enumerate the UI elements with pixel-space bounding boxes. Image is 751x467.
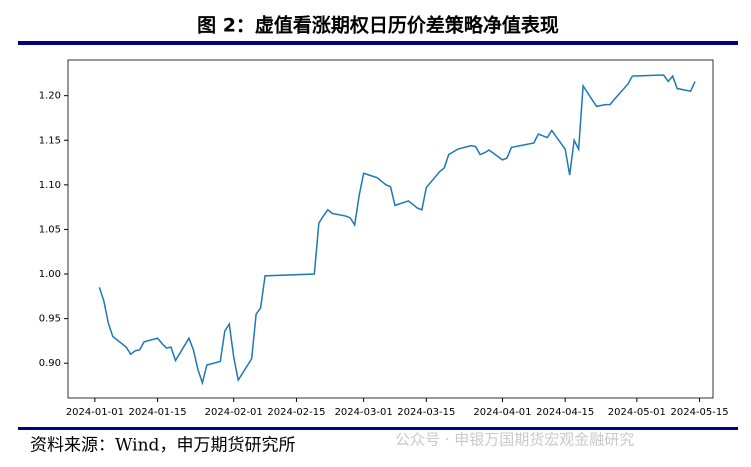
chart-title: 图 2：虚值看涨期权日历价差策略净值表现: [197, 14, 559, 37]
x-tick-label: 2024-01-15: [129, 407, 187, 418]
y-tick-label: 1.15: [39, 135, 61, 146]
source-note: 资料来源：Wind，申万期货研究所: [30, 436, 295, 456]
watermark: 公众号 · 申银万国期货宏观金融研究: [395, 431, 634, 449]
title-rule: [18, 41, 738, 45]
x-tick-label: 2024-05-01: [608, 407, 666, 418]
x-tick-label: 2024-02-01: [205, 407, 263, 418]
x-tick-label: 2024-01-01: [66, 407, 124, 418]
y-tick-label: 1.00: [39, 269, 61, 280]
footer-rule: [18, 427, 738, 430]
y-tick-label: 0.90: [39, 358, 61, 369]
line-series: [98, 74, 696, 386]
y-tick-label: 1.10: [39, 180, 61, 191]
x-tick-label: 2024-03-15: [397, 407, 455, 418]
y-tick-label: 1.05: [39, 224, 61, 235]
x-tick-label: 2024-04-15: [536, 407, 594, 418]
y-tick-label: 1.20: [39, 91, 61, 102]
y-tick-label: 0.95: [39, 314, 61, 325]
x-tick-label: 2024-05-15: [671, 407, 729, 418]
x-tick-label: 2024-03-01: [335, 407, 393, 418]
x-tick-label: 2024-04-01: [473, 407, 531, 418]
x-tick-label: 2024-02-15: [267, 407, 325, 418]
